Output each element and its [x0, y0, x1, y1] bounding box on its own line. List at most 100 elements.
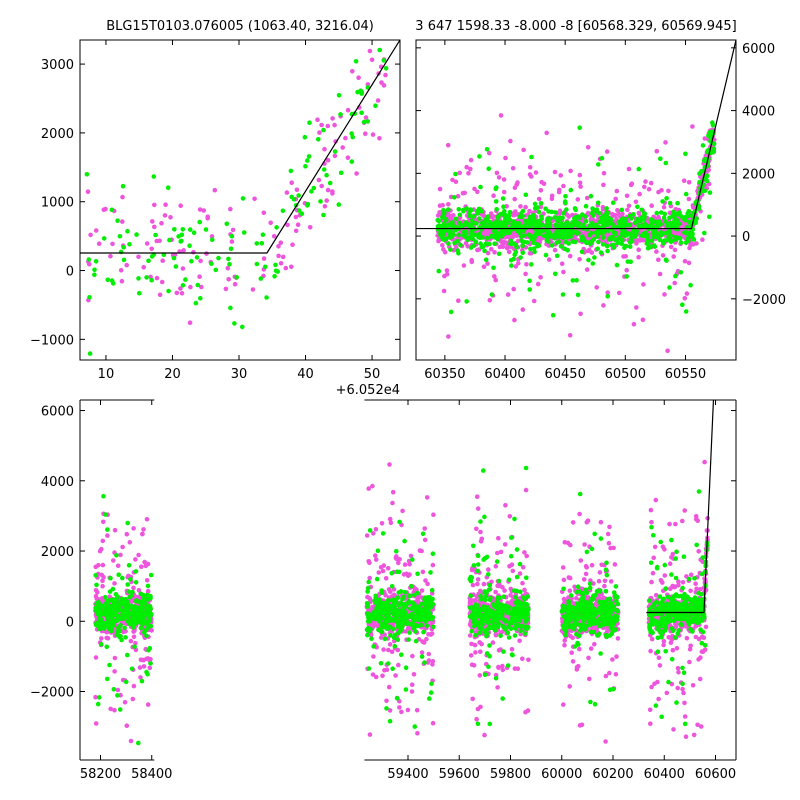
data-point	[336, 202, 342, 207]
data-point	[448, 309, 454, 315]
data-point	[197, 274, 202, 280]
data-point	[566, 214, 572, 219]
data-point	[527, 251, 533, 256]
data-point	[230, 227, 236, 233]
data-point	[523, 271, 528, 277]
data-point	[529, 154, 534, 160]
data-point	[105, 277, 111, 283]
data-point	[605, 290, 610, 295]
data-point	[623, 222, 629, 227]
data-point	[663, 140, 668, 145]
data-point	[702, 157, 708, 162]
data-point	[678, 240, 684, 245]
data-point	[491, 193, 496, 198]
data-point	[668, 233, 674, 238]
data-point	[115, 687, 121, 693]
data-point	[369, 57, 375, 63]
data-point	[145, 702, 151, 707]
data-point	[481, 264, 487, 270]
data-point	[613, 196, 618, 202]
data-point	[592, 255, 597, 260]
data-point	[108, 706, 113, 712]
data-point	[317, 130, 322, 135]
data-point	[475, 706, 481, 712]
data-point	[462, 190, 468, 196]
data-point	[345, 155, 351, 160]
data-point	[681, 690, 686, 696]
data-point	[687, 646, 693, 652]
data-point	[463, 220, 469, 225]
data-point	[531, 246, 537, 251]
data-point	[498, 549, 504, 555]
data-point	[695, 722, 700, 728]
data-point	[509, 562, 515, 567]
data-point	[527, 208, 532, 214]
data-point	[513, 264, 519, 269]
data-point	[589, 250, 595, 255]
data-point	[472, 232, 478, 237]
data-point	[437, 186, 443, 192]
data-point	[496, 535, 501, 541]
data-point	[657, 231, 663, 236]
data-point	[424, 495, 430, 500]
data-point	[647, 707, 653, 713]
data-point	[509, 241, 514, 247]
data-point	[363, 115, 369, 120]
data-point	[481, 244, 486, 249]
data-point	[552, 215, 558, 220]
data-point	[131, 585, 136, 591]
data-point	[652, 544, 658, 550]
data-point	[583, 571, 589, 577]
data-point	[619, 207, 625, 213]
data-point	[474, 526, 479, 532]
chart-title: 3 647 1598.33 -8.000 -8 [60568.329, 6056…	[415, 19, 736, 34]
data-point	[435, 217, 441, 223]
y-tick-label: 2000	[41, 127, 74, 142]
data-point	[666, 188, 671, 194]
data-point	[280, 254, 286, 260]
data-point	[558, 244, 564, 249]
data-point	[532, 205, 538, 211]
data-point	[595, 246, 600, 252]
data-point	[702, 647, 708, 653]
data-point	[608, 579, 614, 584]
data-point	[204, 251, 209, 256]
data-point	[430, 562, 436, 568]
data-point	[307, 120, 312, 125]
data-point	[656, 696, 661, 702]
data-point	[367, 732, 373, 737]
data-point	[194, 255, 200, 260]
data-point	[515, 228, 520, 234]
data-point	[606, 228, 611, 234]
data-point	[430, 720, 436, 726]
data-point	[538, 188, 544, 193]
data-point	[456, 207, 462, 212]
data-point	[260, 232, 266, 237]
data-point	[577, 125, 582, 130]
data-point	[399, 709, 404, 715]
data-point	[590, 261, 596, 266]
data-point	[321, 167, 327, 172]
data-point	[124, 531, 130, 537]
data-point	[678, 270, 684, 275]
data-point	[651, 243, 657, 248]
data-point	[325, 157, 331, 163]
data-point	[119, 278, 125, 284]
data-point	[682, 508, 687, 513]
data-point	[380, 673, 385, 679]
data-point	[485, 261, 490, 266]
data-point	[180, 283, 186, 288]
data-point	[494, 207, 500, 212]
data-point	[325, 123, 331, 129]
data-point	[141, 664, 147, 669]
data-point	[268, 220, 274, 226]
data-point	[468, 157, 474, 163]
data-point	[448, 247, 453, 252]
data-point	[446, 334, 451, 339]
x-tick-label: 60400	[484, 367, 525, 382]
data-point	[441, 288, 447, 294]
x-tick-label: 60500	[605, 367, 646, 382]
data-point	[572, 220, 578, 225]
data-point	[472, 642, 478, 648]
data-point	[696, 636, 702, 642]
